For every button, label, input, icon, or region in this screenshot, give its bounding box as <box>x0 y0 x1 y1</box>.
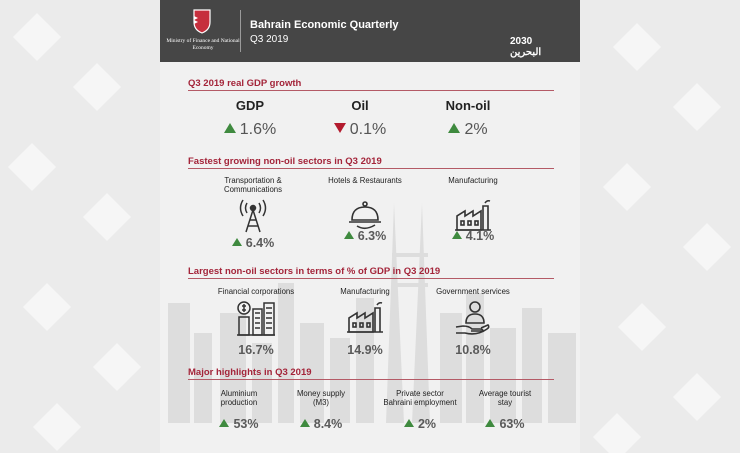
header-bar: Ministry of Finance and National Economy… <box>160 0 580 62</box>
highlight-label-line1: Money supply <box>296 389 346 398</box>
up-arrow-icon <box>219 419 230 427</box>
section-divider <box>188 168 554 169</box>
sector-manufacturing: Manufacturing 4.1% <box>428 176 518 243</box>
up-arrow-icon <box>343 231 354 239</box>
highlight-label-line2: production <box>220 398 258 407</box>
sector-value: 6.3% <box>357 229 387 243</box>
sector-hotels: Hotels & Restaurants 6.3% <box>320 176 410 243</box>
down-arrow-icon <box>333 123 346 133</box>
highlight-value: 53% <box>233 417 259 431</box>
sector-value: 14.9% <box>347 343 383 357</box>
gdp-value: 1.6% <box>239 121 277 138</box>
antenna-tower-icon <box>239 199 267 233</box>
page-subtitle: Q3 2019 <box>250 34 289 45</box>
ministry-logo <box>172 8 232 39</box>
section-divider <box>188 379 554 380</box>
up-arrow-icon <box>299 419 310 427</box>
infographic-card: Ministry of Finance and National Economy… <box>160 0 580 453</box>
oil-value: 0.1% <box>349 121 387 138</box>
highlight-label-line2: stay <box>497 398 513 407</box>
oil-label: Oil <box>351 98 369 113</box>
sector-label: Financial corporations <box>217 287 295 296</box>
gdp-label: GDP <box>235 98 265 113</box>
gdp-section-title: Q3 2019 real GDP growth <box>188 78 302 89</box>
sector-financial: Financial corporations 16.7% <box>208 287 304 357</box>
highlight-label-line2: (M3) <box>312 398 330 407</box>
sector-manufacturing-share: Manufacturing 14.9% <box>320 287 410 357</box>
up-arrow-icon <box>231 238 242 246</box>
highlight-label-line1: Private sector <box>396 389 444 398</box>
bank-towers-icon <box>237 301 275 336</box>
sector-label-line2: Communications <box>223 185 283 194</box>
header-divider <box>240 10 241 52</box>
largest-section-title: Largest non-oil sectors in terms of % of… <box>188 266 441 277</box>
highlight-money-supply: Money supply (M3) 8.4% <box>280 389 362 431</box>
up-arrow-icon <box>223 123 236 133</box>
non-oil-item: Non-oil 2% <box>428 98 508 139</box>
skyline-background <box>168 203 576 423</box>
sector-label: Manufacturing <box>448 176 498 185</box>
sector-label: Hotels & Restaurants <box>328 176 402 185</box>
sector-value: 16.7% <box>238 343 274 357</box>
highlight-aluminium: Aluminium production 53% <box>198 389 280 431</box>
sector-label: Government services <box>436 287 510 296</box>
highlight-value: 2% <box>417 417 437 431</box>
sector-value: 6.4% <box>245 236 275 250</box>
highlight-label-line2: Bahraini employment <box>383 398 457 407</box>
sector-label: Manufacturing <box>340 287 390 296</box>
ministry-name: Ministry of Finance and National Economy <box>166 38 240 51</box>
highlights-section-title: Major highlights in Q3 2019 <box>188 367 312 378</box>
sector-transportation: Transportation & Communications 6.4% <box>208 176 298 250</box>
sector-label-line1: Transportation & <box>224 176 282 185</box>
vision-2030-logo: 2030 البحرين <box>510 8 566 58</box>
page-title: Bahrain Economic Quarterly <box>250 19 399 31</box>
highlight-label-line1: Average tourist <box>478 389 532 398</box>
sector-government: Government services 10.8% <box>425 287 521 357</box>
fastest-section-title: Fastest growing non-oil sectors in Q3 20… <box>188 156 382 167</box>
non-oil-label: Non-oil <box>445 98 491 113</box>
highlight-value: 8.4% <box>313 417 343 431</box>
up-arrow-icon <box>448 123 461 133</box>
highlight-private-employment: Private sector Bahraini employment 2% <box>368 389 472 431</box>
factory-icon <box>347 301 383 333</box>
up-arrow-icon <box>451 231 462 239</box>
section-divider <box>188 90 554 91</box>
highlight-value: 63% <box>499 417 525 431</box>
oil-item: Oil 0.1% <box>320 98 400 139</box>
gdp-item: GDP 1.6% <box>210 98 290 139</box>
highlight-tourist-stay: Average tourist stay 63% <box>462 389 548 431</box>
factory-icon <box>455 199 491 231</box>
up-arrow-icon <box>403 419 414 427</box>
shield-emblem-icon <box>193 9 211 34</box>
highlight-label-line1: Aluminium <box>220 389 258 398</box>
hand-person-icon <box>455 301 490 335</box>
vision-2030-text: 2030 البحرين <box>510 36 542 58</box>
section-divider <box>188 278 554 279</box>
sector-value: 4.1% <box>465 229 495 243</box>
non-oil-value: 2% <box>464 121 488 138</box>
food-cloche-icon <box>349 201 381 230</box>
sector-value: 10.8% <box>455 343 491 357</box>
up-arrow-icon <box>485 419 496 427</box>
